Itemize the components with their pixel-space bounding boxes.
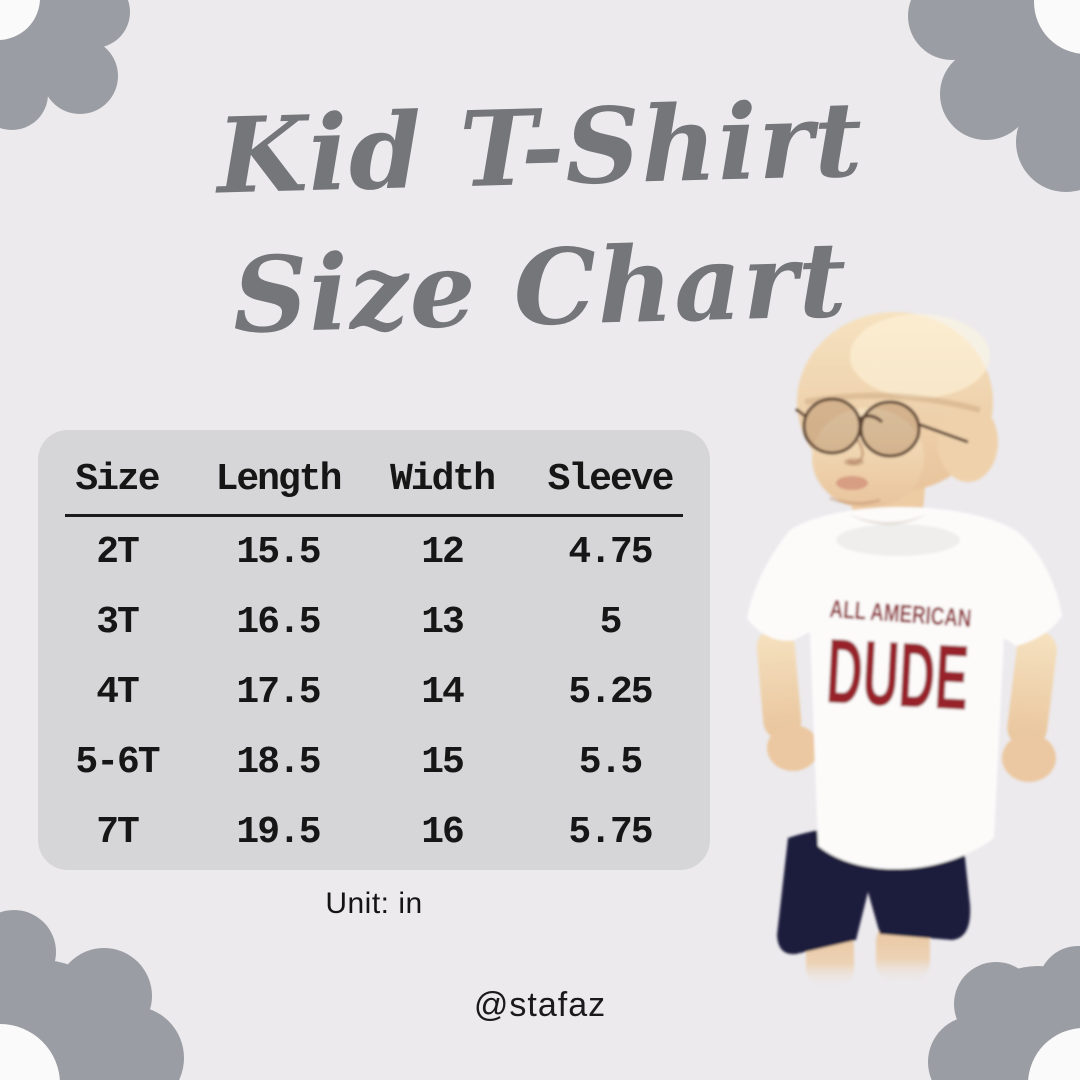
unit-note: Unit: in [325, 887, 423, 920]
table-cell: 17.5 [236, 670, 321, 714]
arms [756, 628, 1057, 782]
page-title-line1: Kid T-Shirt [215, 77, 865, 218]
table-row: 5-6T 18.5 15 5.5 [38, 727, 710, 797]
table-cell: 3T [96, 600, 140, 644]
table-cell: 7T [96, 810, 140, 854]
sunglasses-icon [795, 397, 969, 458]
collar [848, 514, 928, 525]
table-cell: 19.5 [236, 810, 321, 854]
table-cell: 15.5 [236, 530, 321, 574]
kid-photo: ALL AMERICAN DUDE [747, 312, 1062, 988]
size-chart-panel: Size Length Width Sleeve 2T 15.5 12 4.75 3T 16.5… [38, 430, 710, 870]
cloud-dot-top-right [1034, 0, 1080, 54]
table-cell: 4.75 [568, 530, 653, 574]
table-cell: 4T [96, 670, 140, 714]
table-body: 2T 15.5 12 4.75 3T 16.5 13 5 4T 17.5 14 5.25 5-6T 18.… [38, 517, 710, 867]
table-cell: 12 [421, 530, 465, 574]
table-row: 2T 15.5 12 4.75 [38, 517, 710, 587]
table-row: 7T 19.5 16 5.75 [38, 797, 710, 867]
table-header-cell: Length [215, 457, 343, 501]
cloud-dot-bottom-right [1028, 1028, 1080, 1080]
mouth [836, 476, 868, 490]
table-row: 4T 17.5 14 5.25 [38, 657, 710, 727]
table-cell: 14 [421, 670, 465, 714]
social-handle: @stafaz [473, 986, 607, 1024]
table-row: 3T 16.5 13 5 [38, 587, 710, 657]
table-header-row: Size Length Width Sleeve [38, 430, 710, 514]
table-cell: 2T [96, 530, 140, 574]
table-cell: 16.5 [236, 600, 321, 644]
table-cell: 5-6T [75, 740, 160, 784]
table-cell: 5 [599, 600, 623, 644]
t-shirt [747, 506, 1062, 870]
table-cell: 5.75 [568, 810, 653, 854]
table-cell: 16 [421, 810, 465, 854]
table-header-cell: Size [75, 457, 160, 501]
table-header-cell: Width [389, 457, 496, 501]
table-header-cell: Sleeve [547, 457, 675, 501]
table-cell: 5.5 [578, 740, 643, 784]
table-divider [65, 514, 683, 517]
table-cell: 18.5 [236, 740, 321, 784]
cloud-dot-top-left [0, 0, 40, 40]
shirt-shadow [836, 524, 960, 556]
cloud-dot-bottom-left [0, 1024, 60, 1080]
shirt-text-line2: DUDE [824, 620, 971, 729]
table-cell: 13 [421, 600, 465, 644]
table-cell: 5.25 [568, 670, 653, 714]
table-cell: 15 [421, 740, 465, 784]
